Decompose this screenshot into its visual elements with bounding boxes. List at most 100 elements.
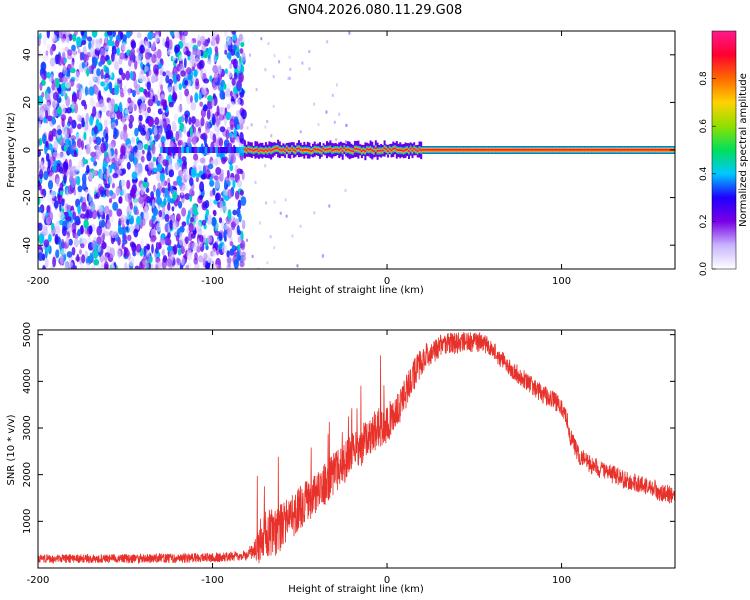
heatmap-cell — [154, 261, 159, 269]
heatmap-cell — [176, 213, 181, 222]
heatmap-cell — [193, 132, 197, 143]
heatmap-cell — [164, 187, 168, 199]
heatmap-cell — [430, 149, 433, 151]
heatmap-cell — [545, 149, 548, 151]
heatmap-cell — [221, 219, 225, 230]
heatmap-cell — [246, 238, 249, 242]
heatmap-cell — [296, 264, 299, 268]
heatmap-cell — [159, 70, 163, 75]
heatmap-cell — [123, 246, 127, 258]
heatmap-cell — [126, 143, 132, 152]
heatmap-cell — [469, 149, 472, 151]
heatmap-cell — [645, 149, 648, 151]
heatmap-cell — [69, 126, 73, 134]
heatmap-cell — [101, 241, 107, 250]
heatmap-cell — [200, 174, 206, 180]
heatmap-cell — [223, 83, 227, 90]
heatmap-cell — [556, 149, 559, 151]
heatmap-cell — [76, 83, 82, 89]
heatmap-cell — [385, 148, 388, 151]
heatmap-cell — [183, 31, 189, 36]
heatmap-cell — [540, 149, 543, 151]
heatmap-cell — [104, 183, 111, 189]
heatmap-cell — [47, 159, 51, 169]
x-tick-label: 100 — [552, 276, 571, 287]
heatmap-cell — [298, 147, 300, 150]
heatmap-cell — [346, 148, 349, 151]
heatmap-cell — [49, 46, 54, 56]
heatmap-cell — [237, 61, 241, 72]
heatmap-cell — [232, 44, 237, 52]
heatmap-cell — [589, 149, 592, 151]
heatmap-cell — [226, 169, 230, 179]
heatmap-cell — [317, 148, 320, 151]
heatmap-cell — [81, 201, 87, 213]
heatmap-cell — [130, 40, 137, 50]
heatmap-cell — [105, 188, 110, 198]
heatmap-cell — [156, 222, 162, 232]
heatmap-cell — [250, 149, 253, 151]
heatmap-cell — [76, 89, 80, 100]
heatmap-cell — [383, 147, 386, 150]
heatmap-cell — [67, 49, 73, 56]
heatmap-cell — [193, 69, 198, 78]
heatmap-cell — [586, 149, 588, 151]
y-tick-label: 0 — [22, 147, 33, 153]
heatmap-cell — [164, 223, 169, 233]
heatmap-cell — [439, 149, 442, 151]
heatmap-cell — [157, 155, 163, 164]
heatmap-cell — [344, 140, 347, 144]
heatmap-cell — [39, 67, 46, 78]
heatmap-cell — [162, 147, 166, 153]
heatmap-cell — [285, 147, 288, 150]
heatmap-cell — [104, 36, 108, 44]
heatmap-cell — [188, 222, 194, 233]
heatmap-cell — [161, 247, 166, 256]
heatmap-cell — [570, 149, 573, 151]
heatmap-cell — [144, 261, 150, 269]
heatmap-cell — [167, 232, 171, 239]
heatmap-cell — [130, 215, 134, 224]
heatmap-cell — [109, 82, 113, 94]
heatmap-cell — [74, 265, 77, 269]
heatmap-cell — [266, 120, 269, 123]
heatmap-cell — [215, 192, 221, 201]
heatmap-cell — [140, 155, 145, 163]
heatmap-cell — [145, 248, 151, 257]
heatmap-cell — [153, 126, 158, 136]
heatmap-cell — [55, 220, 61, 229]
heatmap-cell — [61, 38, 67, 44]
heatmap-cell — [102, 232, 106, 240]
heatmap-cell — [172, 264, 178, 269]
heatmap-cell — [51, 222, 55, 231]
heatmap-cell — [380, 149, 383, 152]
heatmap-cell — [121, 242, 125, 250]
heatmap-cell — [181, 147, 185, 153]
heatmap-cell — [40, 188, 45, 196]
heatmap-cell — [85, 209, 90, 219]
heatmap-cell — [175, 161, 181, 171]
heatmap-cell — [601, 149, 604, 151]
heatmap-cell — [169, 31, 175, 37]
heatmap-cell — [144, 65, 149, 72]
heatmap-cell — [270, 149, 273, 152]
heatmap-cell — [331, 149, 334, 152]
heatmap-cell — [104, 77, 110, 84]
heatmap-cell — [191, 82, 196, 91]
heatmap-cell — [171, 214, 175, 224]
heatmap-cell — [42, 212, 46, 221]
heatmap-cell — [215, 50, 219, 57]
heatmap-cell — [173, 147, 177, 153]
heatmap-cell — [497, 149, 499, 151]
heatmap-cell — [41, 73, 45, 80]
heatmap-cell — [252, 150, 255, 152]
heatmap-cell — [80, 263, 85, 269]
heatmap-cell — [331, 93, 334, 97]
x-tick-label: -100 — [201, 575, 224, 586]
heatmap-cell — [209, 147, 213, 153]
heatmap-cell — [558, 149, 561, 151]
heatmap-cell — [74, 31, 78, 36]
heatmap-cell — [301, 61, 304, 65]
heatmap-cell — [240, 196, 247, 207]
heatmap-cell — [175, 130, 179, 142]
